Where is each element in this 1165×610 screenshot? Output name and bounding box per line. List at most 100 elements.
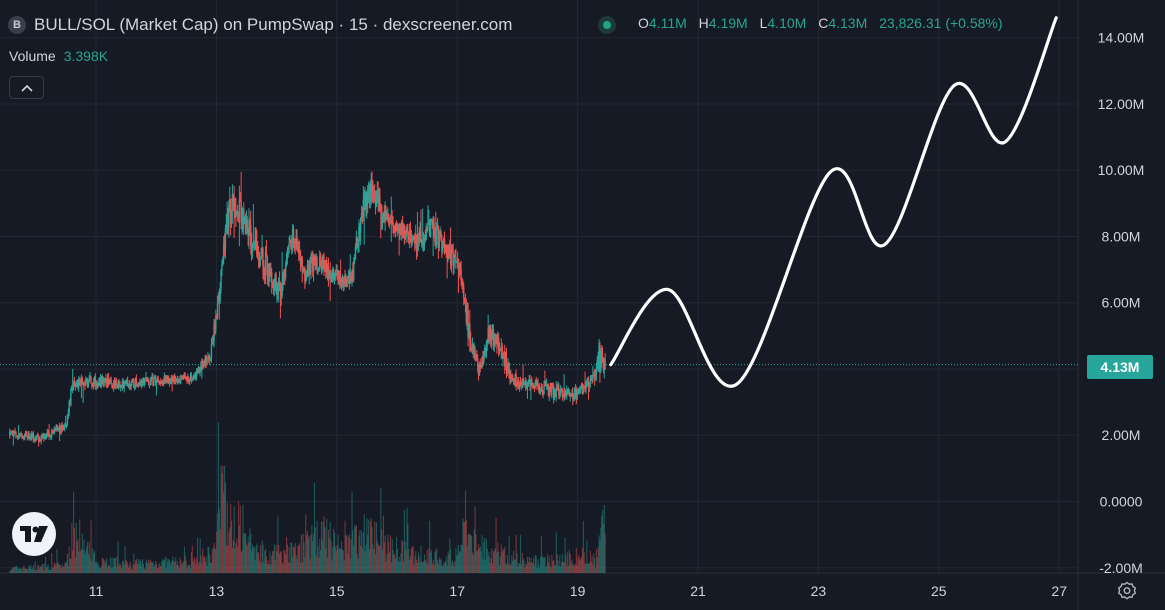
volume-bar xyxy=(314,527,316,573)
candle-body xyxy=(485,343,488,353)
volume-bar xyxy=(274,559,276,573)
volume-bar xyxy=(518,562,520,573)
collapse-legend-button[interactable] xyxy=(9,76,44,99)
candle-body xyxy=(99,381,101,385)
candle-body xyxy=(83,382,85,384)
volume-bar xyxy=(375,553,377,573)
volume-bar xyxy=(444,561,446,573)
candle-body xyxy=(21,433,23,437)
time-tick-label: 21 xyxy=(690,583,706,599)
close-value: 4.13M xyxy=(828,15,868,31)
candle-body xyxy=(66,415,69,424)
volume-bar xyxy=(131,568,133,573)
volume-bar xyxy=(259,545,261,573)
candle-body xyxy=(383,214,385,222)
volume-bar xyxy=(403,510,405,573)
volume-bar xyxy=(74,557,76,573)
candle-body xyxy=(284,263,287,278)
volume-bar xyxy=(557,560,559,573)
candle-body xyxy=(252,242,255,244)
volume-bar xyxy=(113,557,115,573)
volume-bar xyxy=(379,545,381,573)
candle-body xyxy=(206,357,208,363)
candle-body xyxy=(387,213,390,219)
candle-body xyxy=(260,248,262,259)
candle-body xyxy=(270,271,272,273)
candle-body xyxy=(423,238,426,245)
volume-bar xyxy=(417,552,419,573)
candle-body xyxy=(78,381,81,384)
volume-bar xyxy=(455,548,457,573)
candle-body xyxy=(202,363,204,367)
volume-bar xyxy=(326,518,328,573)
volume-bar xyxy=(17,567,19,573)
candle-body xyxy=(533,387,536,389)
volume-bar xyxy=(73,528,76,573)
volume-bar xyxy=(418,556,420,573)
volume-bar xyxy=(173,561,175,573)
candle-body xyxy=(582,386,585,393)
candle-body xyxy=(157,378,159,381)
volume-bar xyxy=(400,553,402,573)
volume-bar xyxy=(155,561,157,573)
candle-body xyxy=(184,376,186,379)
volume-bar xyxy=(462,518,464,573)
candle-body xyxy=(306,264,309,272)
candle-body xyxy=(219,288,221,301)
volume-bar xyxy=(527,561,529,573)
candle-body xyxy=(317,270,319,272)
volume-bar xyxy=(583,552,585,573)
volume-bar xyxy=(414,556,416,573)
volume-bar xyxy=(542,558,544,573)
price-axis[interactable]: -2.00M 0.0000 2.00M 6.00M 8.00M 10.00M 12.00M 1… xyxy=(1098,30,1145,576)
candle-body xyxy=(10,430,13,432)
candle-body xyxy=(161,383,164,385)
volume-bar xyxy=(540,557,542,573)
candle-body xyxy=(58,425,61,430)
candle-body xyxy=(302,270,304,273)
candle-body xyxy=(510,373,512,379)
candle-body xyxy=(139,382,141,384)
volume-bar xyxy=(334,546,337,573)
tradingview-logo-icon[interactable] xyxy=(12,512,56,556)
volume-bar xyxy=(44,563,46,573)
candle-body xyxy=(138,382,140,386)
projection-curve[interactable] xyxy=(609,16,1058,388)
trend-drawing[interactable] xyxy=(609,16,1058,388)
candle-body xyxy=(470,348,473,350)
candle-body xyxy=(275,274,277,293)
candle-body xyxy=(364,194,366,198)
candle-body xyxy=(493,339,495,346)
candle-body xyxy=(444,244,447,249)
candle-body xyxy=(536,381,538,386)
candle-body xyxy=(374,195,377,207)
volume-bar xyxy=(85,550,87,573)
volume-bar xyxy=(567,551,569,573)
volume-bar xyxy=(188,564,190,573)
volume-bar xyxy=(378,546,380,573)
candle-body xyxy=(26,436,28,438)
market-status-icon[interactable] xyxy=(598,16,616,34)
candle-body xyxy=(177,378,179,383)
candle-body xyxy=(185,378,187,380)
volume-bar xyxy=(214,547,216,573)
candle-body xyxy=(347,275,350,280)
candle-body xyxy=(552,386,554,388)
candle-body xyxy=(13,431,15,434)
candle-body xyxy=(597,359,599,361)
volume-bar xyxy=(342,550,344,573)
candle-body xyxy=(596,359,598,367)
volume-bar xyxy=(106,558,108,573)
volume-bar xyxy=(237,547,239,573)
volume-bar xyxy=(300,534,302,573)
volume-bar xyxy=(602,509,604,573)
volume-bar xyxy=(153,566,155,573)
candle-body xyxy=(593,374,595,376)
time-axis[interactable]: 11 13 15 17 19 21 23 25 27 xyxy=(89,583,1067,599)
gear-icon[interactable] xyxy=(1116,580,1138,602)
volume-bar xyxy=(572,565,574,573)
candle-body xyxy=(24,432,27,435)
candle-body xyxy=(401,221,404,233)
candle-body xyxy=(213,325,215,342)
